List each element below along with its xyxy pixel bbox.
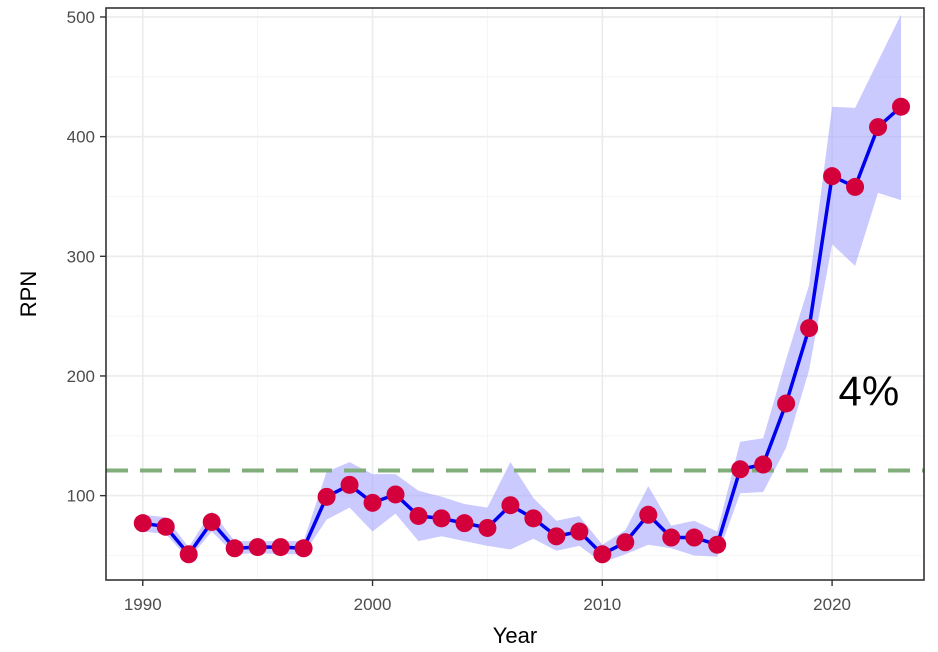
data-point [869, 118, 888, 137]
minor-gridlines [106, 8, 924, 580]
data-point [317, 487, 336, 506]
data-point [685, 528, 704, 547]
data-point [777, 394, 796, 413]
x-axis-ticks: 1990 2000 2010 2020 [124, 580, 851, 614]
x-tick-label: 2010 [583, 595, 621, 614]
data-point [662, 528, 681, 547]
x-tick-label: 2020 [813, 595, 851, 614]
y-tick-label: 200 [67, 367, 95, 386]
data-point [248, 538, 267, 557]
data-point [731, 460, 750, 479]
series-line [142, 105, 903, 557]
x-tick-label: 2000 [354, 595, 392, 614]
data-point [363, 493, 382, 512]
data-point [386, 485, 405, 504]
data-point [524, 509, 543, 528]
data-point [708, 535, 727, 554]
data-point [478, 518, 497, 537]
data-point [501, 496, 520, 515]
y-tick-label: 300 [67, 247, 95, 266]
panel-border [105, 7, 925, 581]
data-point [800, 319, 819, 338]
data-point [616, 533, 635, 552]
y-tick-label: 500 [67, 8, 95, 27]
data-point [754, 455, 773, 474]
data-point [547, 527, 566, 546]
data-point [823, 167, 842, 186]
y-axis-ticks: 100 200 300 400 500 [67, 8, 106, 506]
data-point [271, 538, 290, 557]
data-point [294, 539, 313, 558]
data-point [133, 514, 152, 533]
data-point [179, 545, 198, 564]
data-point [639, 505, 658, 524]
y-tick-label: 400 [67, 128, 95, 147]
data-point [455, 514, 474, 533]
data-points [133, 97, 911, 564]
x-axis-title: Year [493, 623, 537, 648]
data-point [409, 506, 428, 525]
data-point [846, 177, 865, 196]
data-point [432, 509, 451, 528]
data-point [892, 97, 911, 116]
y-axis-title: RPN [16, 271, 41, 317]
data-point [340, 475, 359, 494]
y-tick-label: 100 [67, 487, 95, 506]
x-tick-label: 1990 [124, 595, 162, 614]
data-point [156, 517, 175, 536]
data-point [202, 512, 221, 531]
confidence-band [142, 14, 902, 563]
data-point [570, 522, 589, 541]
data-point [225, 539, 244, 558]
annotation-label: 4% [839, 367, 900, 414]
data-point [593, 545, 612, 564]
